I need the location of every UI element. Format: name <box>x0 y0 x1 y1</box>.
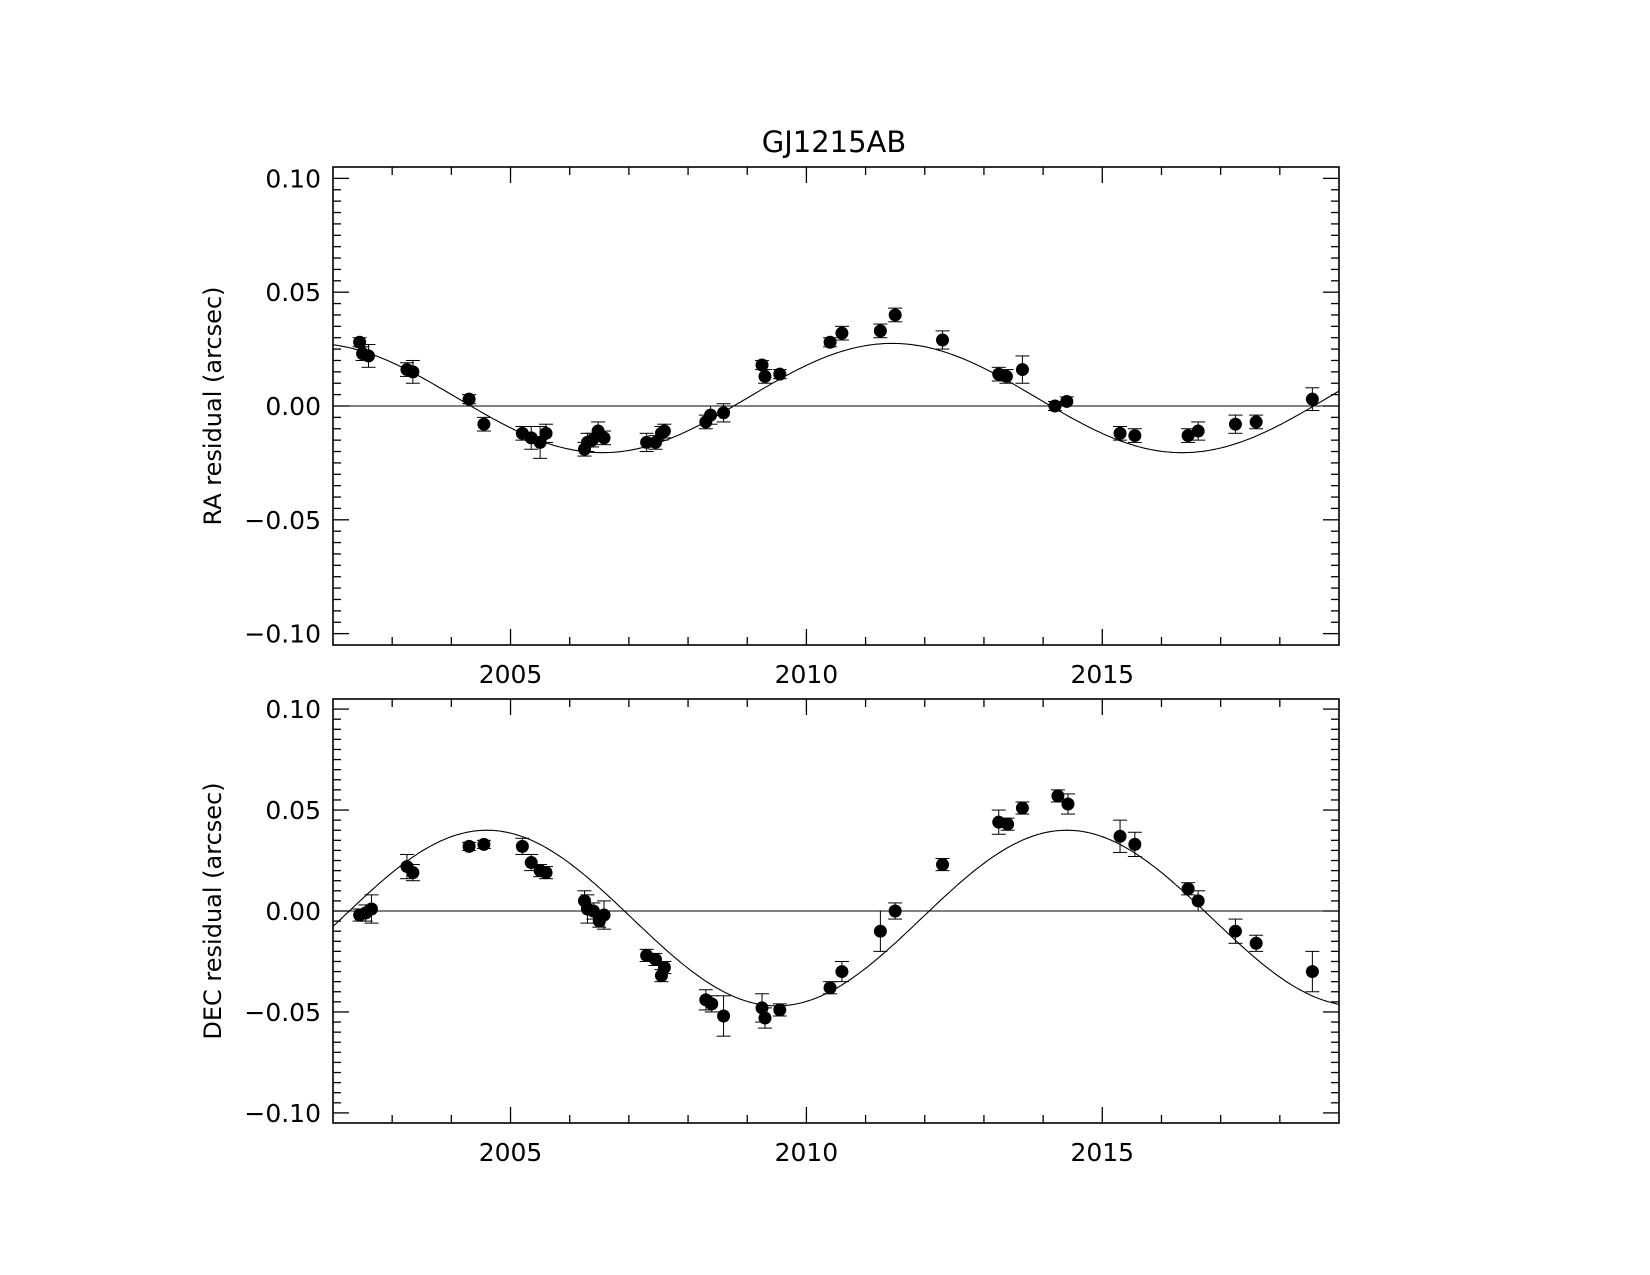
ra-data-point <box>755 358 769 372</box>
dec-x-tick-labels: 2005 2010 2015 <box>479 1138 1134 1167</box>
ra-y-tick-labels: 0.10 0.05 0.00 −0.05 −0.10 <box>244 164 321 648</box>
ra-y-axis-label: RA residual (arcsec) <box>199 287 227 526</box>
ra-data-point <box>1305 392 1319 406</box>
dec-data-point <box>657 961 671 975</box>
dec-panel: 0.10 0.05 0.00 −0.05 −0.10 2005 2010 2015 DEC … <box>199 695 1340 1167</box>
dec-data-point <box>1015 801 1029 815</box>
ra-data-point <box>773 367 787 381</box>
dec-x-tick-label: 2005 <box>479 1138 543 1167</box>
dec-data-points <box>353 789 1319 1025</box>
dec-data-point <box>835 965 849 979</box>
dec-y-tick-label: 0.10 <box>265 695 321 724</box>
ra-data-point <box>1060 394 1074 408</box>
ra-x-tick-label: 2010 <box>775 660 839 689</box>
chart-title: GJ1215AB <box>762 125 907 159</box>
ra-tick-marks <box>333 167 1339 645</box>
dec-data-point <box>462 839 476 853</box>
dec-data-point <box>936 858 950 872</box>
ra-data-point <box>1048 399 1062 413</box>
dec-y-tick-label: 0.00 <box>265 897 321 926</box>
dec-data-point <box>758 1011 772 1025</box>
dec-y-tick-label: −0.05 <box>244 998 321 1027</box>
ra-data-point <box>362 349 376 363</box>
ra-data-point <box>1128 429 1142 443</box>
dec-data-point <box>717 1009 731 1023</box>
dec-data-point <box>539 866 553 880</box>
ra-y-tick-label: 0.05 <box>265 278 321 307</box>
ra-data-point <box>477 417 491 431</box>
ra-data-point <box>597 431 611 445</box>
dec-data-point <box>515 839 529 853</box>
dec-data-point <box>873 924 887 938</box>
ra-data-point <box>704 408 718 422</box>
ra-data-point <box>717 406 731 420</box>
dec-x-tick-label: 2015 <box>1070 1138 1134 1167</box>
ra-data-point <box>1015 363 1029 377</box>
ra-data-point <box>406 365 420 379</box>
ra-data-point <box>657 424 671 438</box>
ra-y-tick-label: −0.10 <box>244 620 321 649</box>
ra-y-tick-label: 0.00 <box>265 392 321 421</box>
dec-data-point <box>1001 817 1015 831</box>
ra-data-point <box>835 326 849 340</box>
dec-data-point <box>1128 837 1142 851</box>
dec-data-point <box>586 904 600 918</box>
ra-data-point <box>1249 415 1263 429</box>
dec-data-point <box>1228 924 1242 938</box>
ra-x-tick-labels: 2005 2010 2015 <box>479 660 1134 689</box>
dec-data-point <box>477 837 491 851</box>
ra-panel: 0.10 0.05 0.00 −0.05 −0.10 2005 2010 2015 RA r… <box>199 164 1340 689</box>
dec-data-point <box>888 904 902 918</box>
ra-data-point <box>353 335 367 349</box>
dec-data-point <box>1305 965 1319 979</box>
ra-x-tick-label: 2015 <box>1070 660 1134 689</box>
dec-data-point <box>364 902 378 916</box>
dec-y-tick-label: 0.05 <box>265 796 321 825</box>
ra-data-point <box>1181 429 1195 443</box>
dec-data-point <box>597 908 611 922</box>
ra-data-point <box>1191 424 1205 438</box>
dec-data-point <box>823 981 837 995</box>
ra-data-points <box>353 308 1319 456</box>
ra-data-point <box>999 369 1013 383</box>
dec-data-point <box>1249 936 1263 950</box>
ra-data-point <box>1113 426 1127 440</box>
dec-y-axis-label: DEC residual (arcsec) <box>199 782 227 1039</box>
ra-data-point <box>888 308 902 322</box>
dec-data-point <box>1191 894 1205 908</box>
ra-y-tick-label: −0.05 <box>244 506 321 535</box>
ra-data-point <box>758 369 772 383</box>
dec-model-curve <box>332 829 1340 1007</box>
ra-x-tick-label: 2005 <box>479 660 543 689</box>
ra-model-curve <box>332 342 1340 454</box>
dec-data-point <box>1181 882 1195 896</box>
ra-data-point <box>823 335 837 349</box>
ra-data-point <box>873 324 887 338</box>
dec-y-tick-label: −0.10 <box>244 1099 321 1128</box>
dec-error-bars <box>352 789 1320 1037</box>
dec-data-point <box>524 856 538 870</box>
dec-data-point <box>773 1003 787 1017</box>
dec-tick-marks <box>333 699 1339 1123</box>
dec-data-point <box>649 952 663 966</box>
ra-data-point <box>462 392 476 406</box>
dec-y-tick-labels: 0.10 0.05 0.00 −0.05 −0.10 <box>244 695 321 1128</box>
dec-data-point <box>705 997 719 1011</box>
dec-data-point <box>406 866 420 880</box>
dec-data-point <box>1061 797 1075 811</box>
ra-data-point <box>539 426 553 440</box>
dec-data-point <box>755 1001 769 1015</box>
dec-data-point <box>1113 829 1127 843</box>
ra-data-point <box>1228 417 1242 431</box>
dec-x-tick-label: 2010 <box>775 1138 839 1167</box>
ra-data-point <box>936 333 950 347</box>
ra-y-tick-label: 0.10 <box>265 164 321 193</box>
dec-data-point <box>1051 789 1065 803</box>
